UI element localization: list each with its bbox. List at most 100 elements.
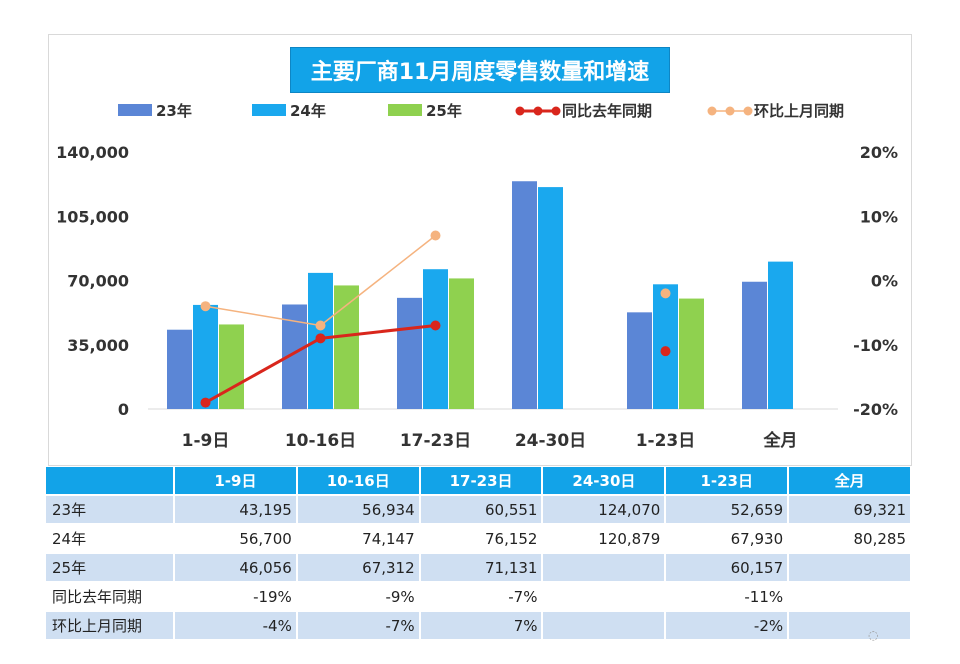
table-cell: -2% xyxy=(665,611,790,641)
line-point xyxy=(430,320,441,331)
x-tick-label: 24-30日 xyxy=(515,431,586,451)
table-cell xyxy=(788,582,912,612)
data-table: 1-9日 10-16日 17-23日 24-30日 1-23日 全月 23年 4… xyxy=(46,467,912,641)
x-tick-label: 10-16日 xyxy=(285,431,356,451)
bar xyxy=(768,261,793,409)
table-cell xyxy=(542,582,667,612)
bar xyxy=(219,324,244,409)
line-point xyxy=(660,346,671,357)
table-header: 24-30日 xyxy=(542,467,667,496)
table-cell: 124,070 xyxy=(542,495,667,525)
table-header: 10-16日 xyxy=(296,467,421,496)
x-tick-label: 1-9日 xyxy=(182,431,230,451)
legend-marker xyxy=(707,106,717,116)
y-tick-label: 140,000 xyxy=(56,143,129,162)
row-label: 环比上月同期 xyxy=(46,611,175,641)
table-cell: 52,659 xyxy=(665,495,790,525)
x-tick-label: 17-23日 xyxy=(400,431,471,451)
table-row: 25年 46,056 67,312 71,131 60,157 xyxy=(46,553,912,583)
y2-tick-label: 10% xyxy=(860,207,898,226)
legend-label: 环比上月同期 xyxy=(754,102,844,120)
watermark-icon: ◌ xyxy=(868,628,879,642)
table-header: 17-23日 xyxy=(419,467,544,496)
table-row: 同比去年同期 -19% -9% -7% -11% xyxy=(46,582,912,612)
bar xyxy=(449,278,474,409)
legend-label: 25年 xyxy=(426,102,462,120)
bar xyxy=(423,269,448,409)
legend-swatch xyxy=(388,104,422,116)
table-cell: 71,131 xyxy=(419,553,544,583)
table-cell: 76,152 xyxy=(419,524,544,554)
series-line-segment xyxy=(205,305,321,327)
table-row: 环比上月同期 -4% -7% 7% -2% xyxy=(46,611,912,641)
legend-marker xyxy=(533,106,543,116)
bar xyxy=(193,304,218,409)
bar xyxy=(334,285,359,409)
table-corner xyxy=(46,467,175,496)
legend-swatch xyxy=(252,104,286,116)
row-label: 25年 xyxy=(46,553,175,583)
table-cell: 46,056 xyxy=(174,553,298,583)
y2-tick-label: -20% xyxy=(853,400,898,419)
legend-label: 23年 xyxy=(156,102,192,120)
table-cell: 7% xyxy=(419,611,544,641)
row-label: 同比去年同期 xyxy=(46,582,175,612)
table-cell: -7% xyxy=(296,611,421,641)
row-label: 23年 xyxy=(46,495,175,525)
table-cell: -4% xyxy=(174,611,298,641)
bar xyxy=(167,329,192,409)
bar xyxy=(512,181,537,409)
chart-svg: 0 35,000 70,000 105,000 140,000 -20% -10% 0% 10%… xyxy=(56,102,898,451)
table-cell: 56,934 xyxy=(296,495,421,525)
table-header-row: 1-9日 10-16日 17-23日 24-30日 1-23日 全月 xyxy=(46,467,912,496)
y-tick-label: 0 xyxy=(118,400,129,419)
line-point xyxy=(315,333,326,344)
table-header: 全月 xyxy=(788,467,912,496)
line-point xyxy=(200,301,211,312)
table-header: 1-23日 xyxy=(665,467,790,496)
table-cell: -7% xyxy=(419,582,544,612)
series-line-segment xyxy=(320,234,436,327)
table-cell xyxy=(788,611,912,641)
table-cell: 74,147 xyxy=(296,524,421,554)
legend-label: 同比去年同期 xyxy=(562,102,652,120)
bar xyxy=(397,297,422,409)
table-row: 24年 56,700 74,147 76,152 120,879 67,930 … xyxy=(46,524,912,554)
table-row: 23年 43,195 56,934 60,551 124,070 52,659 … xyxy=(46,495,912,525)
table-cell: 69,321 xyxy=(788,495,912,525)
chart-title: 主要厂商11月周度零售数量和增速 xyxy=(290,47,670,93)
y-tick-label: 105,000 xyxy=(56,207,129,226)
line-point xyxy=(660,288,671,299)
series-line-segment xyxy=(204,337,322,404)
table-cell: 56,700 xyxy=(174,524,298,554)
table-cell: 67,312 xyxy=(296,553,421,583)
table-header: 1-9日 xyxy=(174,467,298,496)
y-tick-label: 70,000 xyxy=(67,272,129,291)
legend-label: 24年 xyxy=(290,102,326,120)
table-cell: -11% xyxy=(665,582,790,612)
series-line-segment xyxy=(320,323,436,340)
row-label: 24年 xyxy=(46,524,175,554)
table-cell: 60,551 xyxy=(419,495,544,525)
y2-tick-label: 20% xyxy=(860,143,898,162)
table-cell: 60,157 xyxy=(665,553,790,583)
legend-marker xyxy=(725,106,735,116)
table-cell xyxy=(788,553,912,583)
line-point xyxy=(315,320,326,331)
bar xyxy=(679,298,704,409)
legend-marker xyxy=(743,106,753,116)
legend-marker xyxy=(551,106,561,116)
table-cell: -19% xyxy=(174,582,298,612)
legend-swatch xyxy=(118,104,152,116)
table-cell: -9% xyxy=(296,582,421,612)
table-cell: 80,285 xyxy=(788,524,912,554)
line-point xyxy=(430,230,441,241)
bar xyxy=(538,187,563,409)
table-cell xyxy=(542,553,667,583)
table-cell: 67,930 xyxy=(665,524,790,554)
line-point xyxy=(200,397,211,408)
y2-tick-label: -10% xyxy=(853,336,898,355)
y-tick-label: 35,000 xyxy=(67,336,129,355)
table-cell: 120,879 xyxy=(542,524,667,554)
table-cell xyxy=(542,611,667,641)
